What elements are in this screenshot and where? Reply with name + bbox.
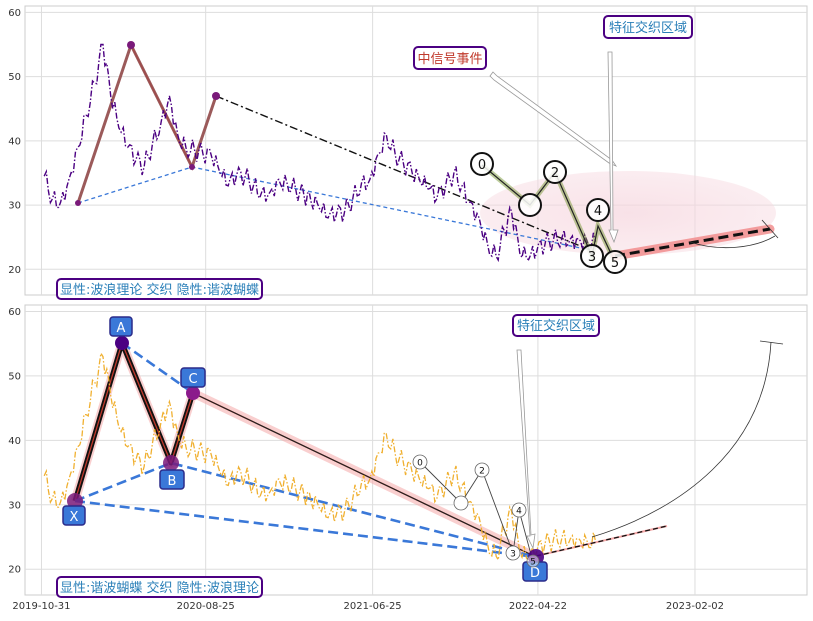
top-gridlines: [25, 6, 807, 295]
bottom-point-c: [186, 386, 200, 400]
bottom-point-b: [163, 455, 179, 471]
bottom-panel: [24, 304, 808, 596]
top-wave-label-4: 4: [586, 198, 610, 222]
top-point-a: [127, 41, 135, 49]
bottom-wave-text-0: 0: [417, 459, 423, 469]
y-tick-label: 40: [8, 136, 21, 147]
top-wave-text-0: 0: [478, 158, 486, 173]
bottom-wave-path: [419, 461, 534, 563]
y-tick-label: 20: [8, 265, 21, 276]
harmonic-text-c: C: [188, 372, 197, 387]
x-tick-label: 2023-02-02: [666, 601, 724, 612]
bottom-zone-arrow: [516, 349, 536, 550]
top-point-c: [212, 92, 220, 100]
bottom-caption-box: 显性:谐波蝴蝶 交织 隐性:波浪理论: [56, 576, 263, 598]
bottom-label-x: X: [62, 505, 86, 526]
y-tick-label: 60: [8, 8, 21, 19]
bottom-wave-label-4: 4: [511, 502, 527, 518]
top-caption-box: 显性:波浪理论 交织 隐性:谐波蝴蝶: [56, 278, 263, 300]
top-wave-label-3: 3: [580, 244, 604, 268]
bottom-label-d: D: [522, 561, 548, 582]
y-tick-label: 30: [8, 201, 21, 212]
top-event-box: 中信号事件: [413, 46, 487, 70]
top-event-label: 中信号事件: [417, 52, 482, 67]
harmonic-text-d: D: [530, 566, 540, 581]
top-wave-label-5: 5: [603, 250, 627, 274]
bottom-wave-text-2: 2: [479, 467, 485, 477]
top-point-b: [189, 164, 195, 170]
top-point-x: [75, 200, 81, 206]
bottom-wave-label-3: 3: [505, 545, 521, 561]
harmonic-text-b: B: [168, 474, 177, 489]
bottom-wave-text-4: 4: [516, 507, 522, 517]
bottom-wave-label-0: 0: [412, 454, 428, 470]
top-projection-curve: [689, 235, 776, 249]
series-line-0: [43, 43, 597, 263]
bottom-blue-xb: [74, 461, 537, 559]
series-line-1: [43, 351, 597, 562]
bottom-zone-label: 特征交织区域: [517, 318, 595, 334]
top-wave-label-0: 0: [470, 152, 494, 176]
bottom-gridlines: [25, 305, 807, 595]
harmonic-text-a: A: [117, 321, 126, 336]
top-zone-label: 特征交织区域: [609, 20, 687, 36]
top-wave-text-2: 2: [551, 166, 559, 181]
top-wave-text-4: 4: [594, 204, 602, 219]
bottom-zone-box: 特征交织区域: [512, 314, 600, 337]
bottom-projection-cap: [759, 340, 784, 345]
harmonic-text-x: X: [70, 510, 79, 525]
top-zone-arrow: [607, 51, 619, 244]
y-tick-label: 40: [8, 436, 21, 447]
bottom-label-c: C: [180, 367, 206, 388]
top-trend-line: [215, 95, 591, 251]
top-wave-label-1: [518, 193, 542, 217]
y-tick-label: 50: [8, 72, 21, 83]
top-price-series: [43, 43, 597, 263]
x-tick-label: 2019-10-31: [12, 601, 70, 612]
bottom-point-a: [115, 336, 129, 350]
y-tick-label: 60: [8, 307, 21, 318]
bottom-price-series: [43, 351, 597, 562]
bottom-blue-xd: [74, 499, 537, 559]
bottom-projection-curve: [591, 341, 772, 538]
x-tick-label: 2022-04-22: [509, 601, 567, 612]
top-wave-text-5: 5: [611, 256, 619, 271]
y-tick-label: 20: [8, 565, 21, 576]
x-tick-label: 2021-06-25: [344, 601, 402, 612]
bottom-point-x: [67, 493, 83, 509]
bottom-label-b: B: [159, 469, 185, 490]
top-projection-cap: [761, 219, 779, 239]
bottom-harmonic-cd-dark: [192, 392, 537, 558]
top-wave-label-2: 2: [543, 160, 567, 184]
bottom-wave-label-1: [453, 495, 469, 511]
bottom-wave-label-2: 2: [474, 462, 490, 478]
y-tick-label: 30: [8, 500, 21, 511]
top-caption: 显性:波浪理论 交织 隐性:谐波蝴蝶: [60, 282, 259, 298]
top-wave-text-3: 3: [588, 250, 596, 265]
y-tick-label: 50: [8, 371, 21, 382]
bottom-wave-text-5: 5: [530, 558, 536, 568]
bottom-wave-label-5: 5: [526, 554, 540, 568]
top-zone-box: 特征交织区域: [603, 15, 693, 39]
bottom-label-a: A: [109, 316, 133, 337]
bottom-caption: 显性:谐波蝴蝶 交织 隐性:波浪理论: [60, 580, 259, 596]
top-zigzag-thin: [130, 44, 193, 168]
x-tick-label: 2020-08-25: [177, 601, 235, 612]
bottom-projection-line: [535, 525, 668, 557]
bottom-wave-text-3: 3: [510, 550, 516, 560]
